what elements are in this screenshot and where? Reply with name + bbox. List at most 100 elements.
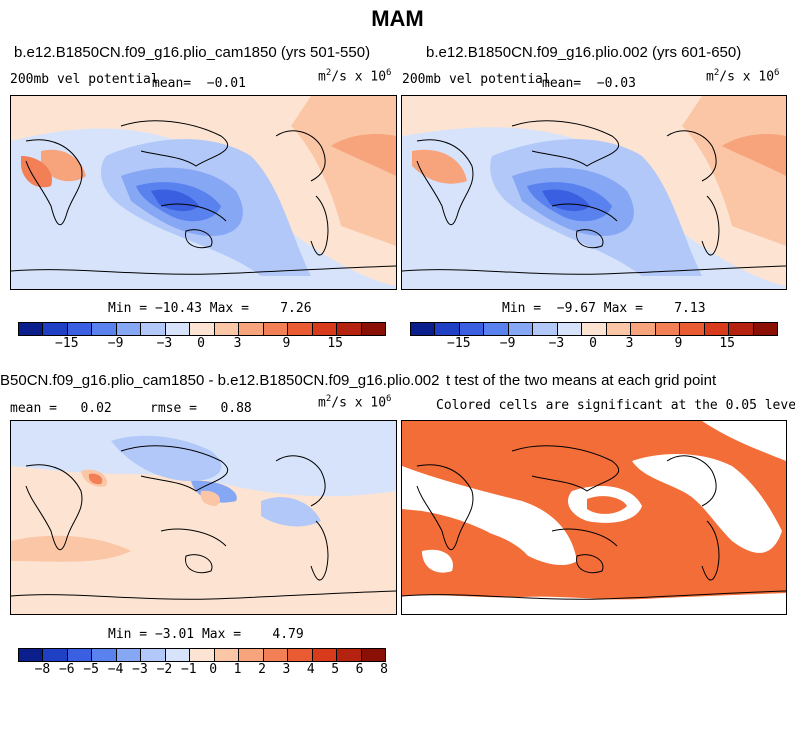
colorbar-tick-label: 0 [197, 336, 205, 351]
colorbar-tick-label: 4 [306, 662, 315, 677]
colorbar-tick-label: 9 [282, 336, 291, 351]
panel3-rmse: rmse = 0.88 [150, 401, 252, 416]
colorbar-tick-label: 3 [233, 336, 242, 351]
colorbar-swatch [165, 649, 191, 661]
colorbar-tick-label: 15 [719, 336, 736, 351]
colorbar-tick-label: 15 [327, 336, 344, 351]
colorbar-swatch [19, 649, 44, 661]
colorbar-swatch [214, 649, 240, 661]
colorbar-tick-label: −5 [83, 662, 100, 677]
colorbar-tick-label: −3 [132, 662, 148, 677]
colorbar-swatch [165, 323, 191, 335]
colorbar-swatch [67, 323, 93, 335]
colorbar-swatch [606, 323, 632, 335]
colorbar-swatch [288, 649, 313, 661]
colorbar-swatch [557, 323, 583, 335]
panel2-colorbar [410, 322, 778, 336]
colorbar-swatch [582, 323, 607, 335]
panel4-subtitle: Colored cells are significant at the 0.0… [436, 398, 795, 413]
colorbar-swatch [190, 323, 215, 335]
colorbar-swatch [729, 323, 754, 335]
colorbar-tick-label: −6 [58, 662, 75, 677]
colorbar-tick-label: −9 [107, 336, 124, 351]
colorbar-tick-label: −8 [34, 662, 51, 677]
colorbar-swatch [361, 649, 386, 661]
colorbar-tick-label: 3 [625, 336, 634, 351]
colorbar-swatch [239, 323, 264, 335]
panel1-variable: 200mb vel potential [10, 72, 159, 87]
panel1-colorbar [18, 322, 386, 336]
colorbar-swatch [239, 649, 264, 661]
panel2-units: m2/s x 106 [706, 68, 780, 85]
colorbar-swatch [312, 649, 338, 661]
colorbar-swatch [43, 323, 68, 335]
panel2-minmax: Min = −9.67 Max = 7.13 [502, 301, 706, 316]
colorbar-swatch [753, 323, 778, 335]
colorbar-tick-label: −3 [548, 336, 565, 351]
colorbar-swatch [459, 323, 485, 335]
panel2-variable: 200mb vel potential [402, 72, 551, 87]
colorbar-swatch [631, 323, 656, 335]
colorbar-tick-label: 3 [282, 662, 291, 677]
colorbar-tick-label: −15 [55, 336, 79, 351]
colorbar-swatch [435, 323, 460, 335]
panel3-minmax: Min = −3.01 Max = 4.79 [108, 627, 304, 642]
figure-title: MAM [371, 6, 424, 31]
panel3-colorbar [18, 648, 386, 662]
panel2-mean: mean= −0.03 [542, 76, 636, 91]
panel3-title: B50CN.f09_g16.plio_cam1850 - b.e12.B1850… [0, 372, 440, 389]
panel1-colorbar-ticks: −15 −9 −3 0 3 9 15 [18, 336, 384, 352]
colorbar-tick-label: −9 [499, 336, 516, 351]
panel3-units: m2/s x 106 [318, 394, 392, 411]
colorbar-swatch [141, 323, 166, 335]
colorbar-swatch [361, 323, 386, 335]
colorbar-tick-label: 0 [589, 336, 597, 351]
colorbar-swatch [288, 323, 313, 335]
colorbar-swatch [263, 649, 289, 661]
colorbar-swatch [533, 323, 558, 335]
panel1-units: m2/s x 106 [318, 68, 392, 85]
colorbar-swatch [680, 323, 705, 335]
panel3-mean: mean = 0.02 [10, 401, 112, 416]
colorbar-swatch [704, 323, 730, 335]
colorbar-tick-label: 0 [209, 662, 218, 677]
colorbar-tick-label: 8 [380, 662, 388, 677]
colorbar-swatch [141, 649, 166, 661]
colorbar-tick-label: −1 [180, 662, 197, 677]
panel2-colorbar-ticks: −15 −9 −3 0 3 9 15 [410, 336, 776, 352]
panel2-title: b.e12.B1850CN.f09_g16.plio.002 (yrs 601-… [426, 44, 742, 61]
panel4-map [401, 420, 787, 615]
panel4-title: t test of the two means at each grid poi… [446, 372, 717, 389]
colorbar-tick-label: −4 [107, 662, 124, 677]
colorbar-swatch [411, 323, 436, 335]
colorbar-swatch [116, 649, 142, 661]
colorbar-swatch [214, 323, 240, 335]
colorbar-swatch [312, 323, 338, 335]
colorbar-tick-label: 5 [331, 662, 340, 677]
panel1-map [10, 95, 397, 290]
colorbar-tick-label: 2 [258, 662, 266, 677]
panel3-colorbar-ticks: −8 −6 −5 −4 −3 −2 −1 0 1 2 3 4 5 6 8 [18, 662, 388, 678]
colorbar-swatch [92, 649, 117, 661]
colorbar-swatch [116, 323, 142, 335]
colorbar-swatch [92, 323, 117, 335]
panel3-map [10, 420, 397, 615]
colorbar-tick-label: −3 [156, 336, 173, 351]
colorbar-swatch [190, 649, 215, 661]
colorbar-swatch [43, 649, 68, 661]
colorbar-tick-label: −2 [156, 662, 173, 677]
panel1-mean: mean= −0.01 [152, 76, 246, 91]
colorbar-swatch [19, 323, 44, 335]
colorbar-swatch [337, 323, 362, 335]
colorbar-swatch [508, 323, 534, 335]
colorbar-swatch [484, 323, 509, 335]
panel1-title: b.e12.B1850CN.f09_g16.plio_cam1850 (yrs … [14, 44, 371, 61]
colorbar-tick-label: 1 [233, 662, 242, 677]
colorbar-tick-label: −15 [447, 336, 471, 351]
panel1-minmax: Min = −10.43 Max = 7.26 [108, 301, 312, 316]
colorbar-swatch [67, 649, 93, 661]
panel2-map [401, 95, 787, 290]
colorbar-tick-label: 6 [355, 662, 364, 677]
colorbar-swatch [263, 323, 289, 335]
colorbar-swatch [655, 323, 681, 335]
